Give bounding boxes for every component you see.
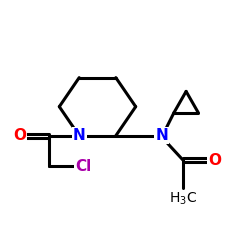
Text: H$_3$C: H$_3$C [169, 191, 197, 207]
Text: O: O [209, 153, 222, 168]
Text: N: N [73, 128, 86, 143]
Text: O: O [13, 128, 26, 143]
Text: N: N [155, 128, 168, 143]
Text: Cl: Cl [76, 159, 92, 174]
